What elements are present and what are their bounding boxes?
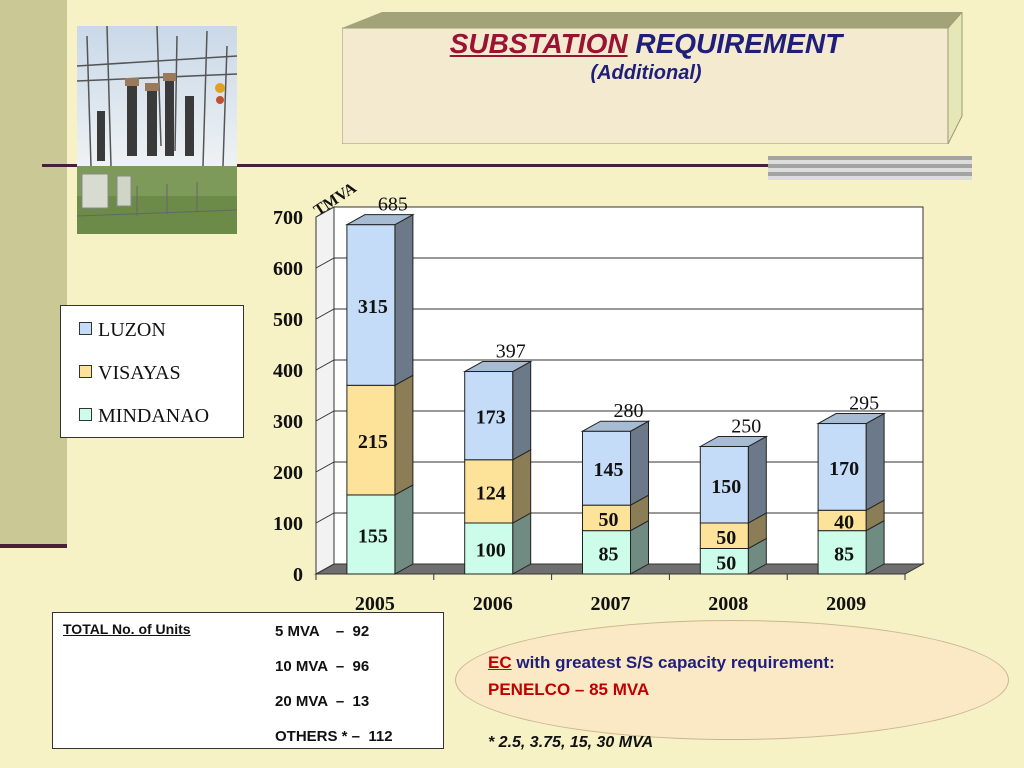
gridline [315,257,923,269]
bar-top-luzon [698,436,769,447]
y-tick-label: 100 [273,513,303,535]
legend-label: LUZON [98,319,166,341]
bar-segment-mindanao [817,530,867,575]
bar-segment-visayas [464,459,514,524]
legend-label: MINDANAO [98,405,210,427]
legend-item-luzon: LUZON [79,319,166,342]
bar-segment-visayas [582,504,631,532]
bar-segment-mindanao [582,530,631,575]
bar-side-mindanao [512,512,532,575]
legend-swatch-luzon [79,322,92,335]
note-line-2: PENELCO – 85 MVA [488,680,650,699]
gridline [315,206,923,218]
x-tick-label: 2008 [708,593,748,615]
bar-top-luzon [344,214,415,226]
bar-top-luzon [580,420,651,432]
bar-side-visayas [512,448,532,524]
note-line-1-rest: with greatest S/S capacity requirement: [511,653,835,672]
data-label: 315 [358,296,388,318]
legend-label: VISAYAS [98,362,181,384]
total-label: 280 [614,400,644,422]
total-units-box: TOTAL No. of Units 5 MVA – 92 10 MVA – 9… [52,612,444,749]
y-tick-label: 300 [273,411,303,433]
data-label: 173 [476,407,506,429]
units-line: OTHERS * – 112 [275,728,393,745]
callout-oval [455,620,1009,740]
data-label: 170 [829,458,859,480]
title-subtitle: (Additional) [590,62,702,84]
x-tick-label: 2007 [591,593,631,615]
data-label: 50 [716,552,736,574]
legend-swatch-visayas [79,365,92,378]
data-label: 124 [476,482,506,504]
note-line-1: EC with greatest S/S capacity requiremen… [488,653,835,673]
title-rest: REQUIREMENT [635,28,843,59]
bar-segment-luzon [699,446,749,524]
legend-item-visayas: VISAYAS [79,362,181,385]
gridline [315,410,923,422]
total-label: 685 [378,194,408,216]
y-tick-label: 200 [273,462,303,484]
bar-segment-visayas [346,384,396,496]
y-tick-label: 400 [273,360,303,382]
data-label: 100 [476,540,506,562]
gridline [315,359,923,371]
x-tick-label: 2005 [355,593,395,615]
note-ec: EC [488,653,512,672]
bar-side-luzon [747,435,767,524]
left-accent-strip [0,0,67,548]
bar-side-mindanao [394,484,414,575]
legend-item-mindanao: MINDANAO [79,405,209,428]
bar-segment-luzon [817,423,867,511]
y-tick-label: 0 [293,564,303,586]
substation-photo [77,26,237,234]
bar-top-luzon [462,361,533,373]
footnote-others: * 2.5, 3.75, 15, 30 MVA [488,734,654,751]
title-panel [341,10,964,145]
x-tick-label: 2009 [826,593,866,615]
total-label: 295 [849,393,879,415]
chart-legend: LUZON VISAYAS MINDANAO [60,305,244,438]
title-highlight: SUBSTATION [449,28,628,59]
data-label: 145 [594,459,624,481]
units-line: 10 MVA – 96 [275,658,370,675]
data-label: 50 [716,527,736,549]
bar-side-luzon [630,420,649,506]
slide-title: SUBSTATION REQUIREMENT (Additional) [342,28,950,85]
total-label: 250 [731,416,761,438]
bar-side-luzon [865,412,885,512]
bar-top-luzon [816,413,887,425]
x-tick-label: 2006 [473,593,513,615]
horizontal-rule [42,164,972,167]
gridline [315,308,923,320]
units-line: 20 MVA – 13 [275,693,370,710]
total-label: 397 [496,341,526,363]
data-label: 155 [358,525,388,547]
bar-segment-mindanao [464,522,514,575]
bar-segment-luzon [346,224,396,386]
data-label: 85 [599,543,619,565]
bar-side-visayas [394,374,414,496]
left-accent-rule [0,544,67,548]
plot-side-wall [315,206,335,575]
y-tick-label: 700 [273,207,303,229]
data-label: 215 [358,431,388,453]
legend-swatch-mindanao [79,408,92,421]
total-units-heading: TOTAL No. of Units [63,621,191,637]
y-tick-label: 600 [273,258,303,280]
bar-segment-luzon [582,430,631,506]
bar-side-luzon [394,213,414,387]
data-label: 85 [834,543,854,565]
data-label: 150 [711,476,741,498]
data-label: 40 [834,511,854,533]
units-line: 5 MVA – 92 [275,623,370,640]
data-label: 50 [599,509,619,531]
striped-accent-bar [768,156,972,180]
bar-segment-visayas [699,522,749,549]
bar-side-luzon [512,360,532,461]
y-tick-label: 500 [273,309,303,331]
